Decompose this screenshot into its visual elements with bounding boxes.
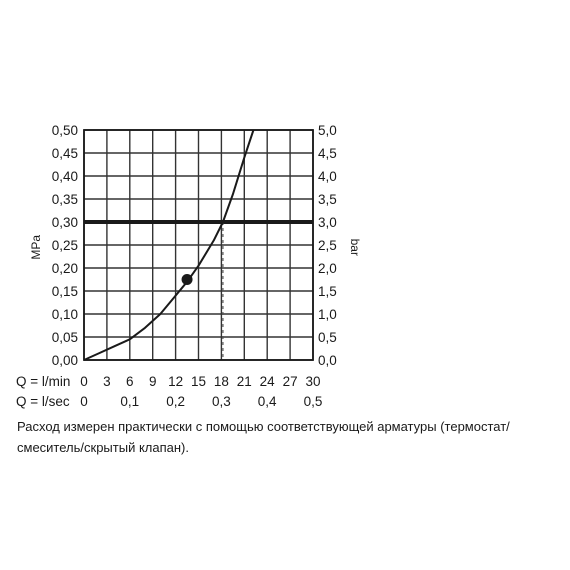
y-right-tick-label: 3,5	[318, 192, 337, 207]
x-lmin-tick-label: 15	[191, 374, 206, 389]
y-left-tick-label: 0,10	[52, 307, 78, 322]
x-lsec-tick-label: 0,2	[166, 394, 185, 409]
x-lmin-tick-label: 12	[168, 374, 183, 389]
y-right-axis-label: bar	[348, 239, 362, 256]
y-left-tick-label: 0,45	[52, 146, 78, 161]
y-right-tick-label: 0,5	[318, 330, 337, 345]
caption-text: Расход измерен практически с помощью соо…	[17, 419, 510, 455]
y-left-tick-label: 0,00	[52, 353, 78, 368]
y-right-tick-label: 2,0	[318, 261, 337, 276]
x-lmin-tick-label: 21	[237, 374, 252, 389]
y-left-tick-label: 0,40	[52, 169, 78, 184]
y-left-axis-label: MPa	[29, 235, 43, 260]
y-left-tick-label: 0,50	[52, 123, 78, 138]
x-lsec-tick-label: 0,4	[258, 394, 277, 409]
y-left-tick-label: 0,35	[52, 192, 78, 207]
x-lmin-tick-label: 6	[126, 374, 134, 389]
y-right-tick-label: 0,0	[318, 353, 337, 368]
x-lsec-tick-label: 0,5	[304, 394, 323, 409]
y-left-tick-label: 0,30	[52, 215, 78, 230]
x-lsec-axis-label: Q = l/sec	[16, 394, 70, 409]
y-left-tick-label: 0,25	[52, 238, 78, 253]
y-left-tick-label: 0,20	[52, 261, 78, 276]
x-lmin-tick-label: 24	[260, 374, 276, 389]
x-lmin-tick-label: 9	[149, 374, 157, 389]
y-right-tick-label: 4,5	[318, 146, 337, 161]
x-lmin-axis-label: Q = l/min	[16, 374, 70, 389]
x-lmin-tick-label: 18	[214, 374, 229, 389]
y-left-tick-label: 0,15	[52, 284, 78, 299]
grid	[83, 129, 314, 361]
reference-lines	[84, 220, 313, 360]
x-lsec-tick-label: 0,1	[120, 394, 139, 409]
y-right-tick-label: 1,5	[318, 284, 337, 299]
y-right-tick-label: 2,5	[318, 238, 337, 253]
x-lsec-tick-label: 0	[80, 394, 88, 409]
x-lsec-tick-label: 0,3	[212, 394, 231, 409]
x-lmin-tick-label: 27	[283, 374, 298, 389]
y-right-tick-label: 1,0	[318, 307, 337, 322]
y-right-tick-label: 4,0	[318, 169, 337, 184]
x-lmin-tick-label: 0	[80, 374, 88, 389]
plot-frame	[83, 129, 314, 361]
y-left-tick-label: 0,05	[52, 330, 78, 345]
highlight-point	[181, 274, 193, 285]
x-lmin-tick-label: 3	[103, 374, 111, 389]
x-lmin-tick-label: 30	[305, 374, 320, 389]
series	[83, 129, 255, 361]
tick-labels: 0,000,050,100,150,200,250,300,350,400,45…	[16, 123, 362, 409]
series-line	[83, 129, 255, 361]
y-right-tick-label: 5,0	[318, 123, 337, 138]
y-right-tick-label: 3,0	[318, 215, 337, 230]
